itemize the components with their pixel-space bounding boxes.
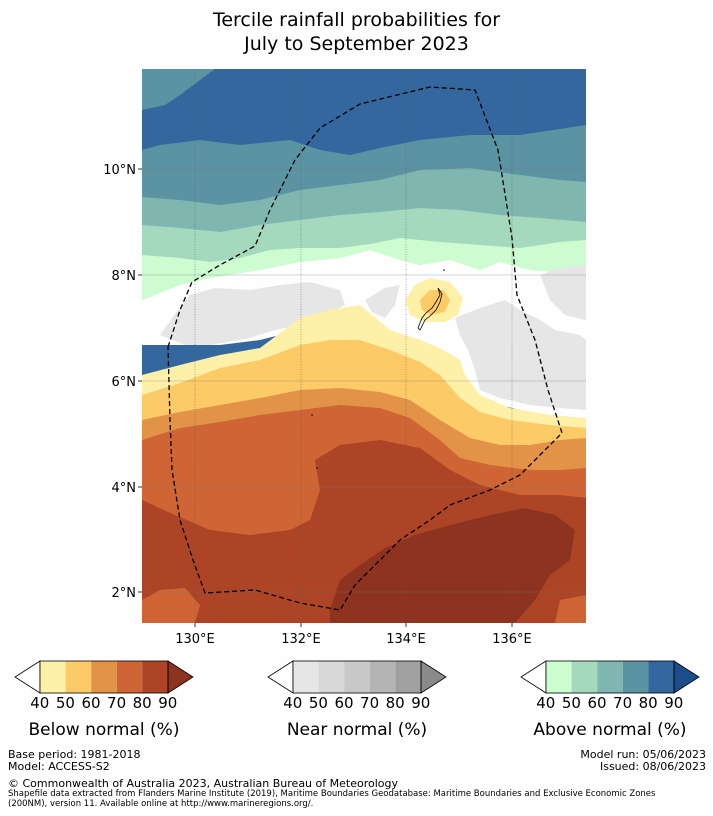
lon-label-130e: 130°E (175, 632, 215, 647)
above-swatch-60 (597, 661, 623, 693)
lon-label-132e: 132°E (281, 632, 321, 647)
near-tick: 90 (411, 694, 431, 712)
latitude-gridlines (142, 168, 586, 593)
near-40-patch-east (455, 300, 586, 410)
below-swatch-40 (40, 661, 66, 693)
above-tick: 50 (561, 694, 581, 712)
lon-label-136e: 136°E (492, 632, 532, 647)
near-tick: 40 (283, 694, 303, 712)
lat-label-4n: 4°N (112, 481, 137, 496)
map-title: Tercile rainfall probabilities for July … (0, 8, 713, 56)
above-70-corner (142, 69, 215, 110)
title-line-2: July to September 2023 (244, 33, 469, 55)
below-tick: 90 (158, 694, 178, 712)
above-colorbar-max-arrow (673, 660, 700, 694)
below-tick: 40 (30, 694, 50, 712)
issued-date: Issued: 08/06/2023 (599, 760, 706, 773)
shapefile-credit-line-1: Shapefile data extracted from Flanders M… (8, 789, 656, 799)
near-tick: 50 (308, 694, 328, 712)
near-swatch-70 (369, 661, 396, 693)
near-colorbar-max-arrow (420, 660, 447, 694)
above-normal-label: Above normal (%) (533, 720, 687, 740)
near-normal-label: Near normal (%) (286, 720, 428, 740)
above-tick: 70 (613, 694, 633, 712)
below-tick: 50 (55, 694, 75, 712)
near-40-patch-northeast (540, 265, 586, 320)
lat-label-10n: 10°N (103, 163, 136, 178)
near-swatch-80 (395, 661, 421, 693)
near-tick: 70 (360, 694, 380, 712)
below-swatch-50 (65, 661, 92, 693)
lat-label-2n: 2°N (112, 586, 137, 601)
above-tick: 40 (536, 694, 556, 712)
below-legend-ticks: 40 50 60 70 80 90 (27, 694, 181, 712)
near-tick: 60 (334, 694, 354, 712)
near-swatch-60 (344, 661, 370, 693)
title-line-1: Tercile rainfall probabilities for (212, 9, 501, 31)
near-colorbar-min-arrow (267, 660, 294, 694)
below-tick: 60 (81, 694, 101, 712)
axis-ticks (138, 168, 513, 627)
island-dot-3 (443, 269, 445, 271)
below-colorbar-min-arrow (14, 660, 41, 694)
near-40-patch-mid (365, 285, 400, 318)
island-dot-1 (311, 414, 313, 416)
above-tick: 80 (638, 694, 658, 712)
base-period: Base period: 1981-2018 (8, 748, 141, 761)
below-70-pocket-southwest (142, 588, 200, 623)
below-swatch-60 (91, 661, 117, 693)
above-swatch-40 (546, 661, 572, 693)
above-normal-colorbar (520, 660, 700, 694)
lat-label-8n: 8°N (112, 269, 137, 284)
lon-label-134e: 134°E (386, 632, 426, 647)
above-swatch-70 (622, 661, 649, 693)
below-90-region (330, 508, 575, 623)
model-run-date: Model run: 05/06/2023 (580, 748, 706, 761)
lat-label-6n: 6°N (112, 375, 137, 390)
near-normal-colorbar (267, 660, 447, 694)
near-40-patch-west (160, 282, 345, 345)
above-legend-ticks: 40 50 60 70 80 90 (533, 694, 687, 712)
below-tick: 80 (132, 694, 152, 712)
near-swatch-50 (318, 661, 345, 693)
near-tick: 80 (385, 694, 405, 712)
island-dot-2 (316, 467, 318, 469)
near-swatch-40 (293, 661, 319, 693)
probability-field (142, 69, 586, 623)
palau-island-outline (417, 287, 443, 331)
above-tick: 60 (587, 694, 607, 712)
near-legend-ticks: 40 50 60 70 80 90 (280, 694, 434, 712)
above-40-band (142, 238, 586, 300)
above-swatch-50 (571, 661, 598, 693)
below-swatch-70 (116, 661, 143, 693)
below-50-island (420, 290, 450, 315)
above-swatch-80 (648, 661, 674, 693)
below-normal-label: Below normal (%) (28, 720, 180, 740)
below-70-pocket-southeast (555, 595, 586, 623)
below-colorbar-max-arrow (167, 660, 194, 694)
below-normal-colorbar (14, 660, 194, 694)
below-tick: 70 (107, 694, 127, 712)
above-tick: 90 (664, 694, 684, 712)
shapefile-credit-line-2: (200NM), version 11. Available online at… (8, 799, 314, 809)
model-name: Model: ACCESS-S2 (8, 760, 110, 773)
below-swatch-80 (142, 661, 168, 693)
above-colorbar-min-arrow (520, 660, 547, 694)
copyright-notice: © Commonwealth of Australia 2023, Austra… (8, 777, 398, 790)
